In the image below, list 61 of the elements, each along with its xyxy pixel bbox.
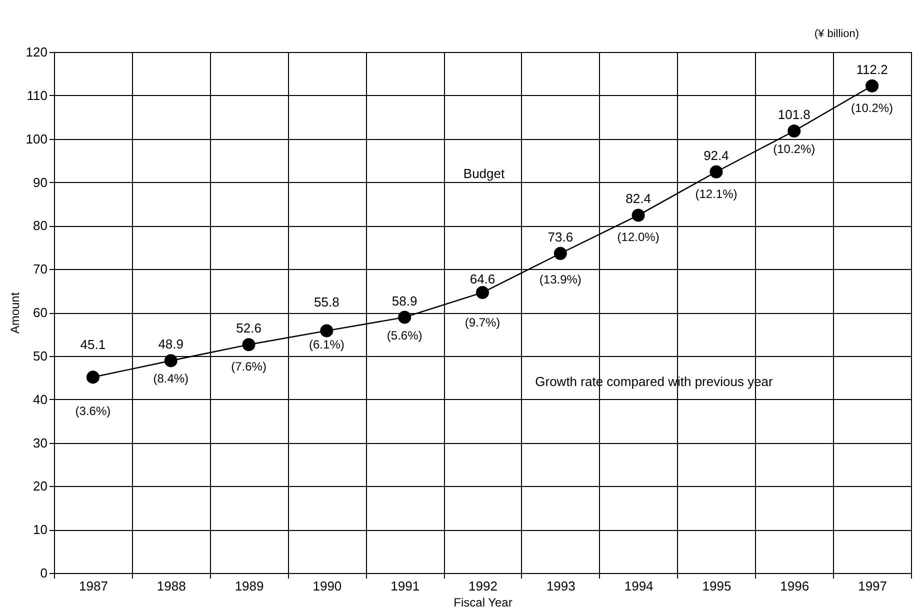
point (554, 246, 567, 260)
annotation: (10.2%) (851, 100, 894, 115)
y-tick-label: 100 (26, 131, 48, 146)
y-tick-label: 70 (33, 262, 48, 277)
annotation: (3.6%) (75, 404, 111, 418)
x-tick-label: 1995 (702, 578, 732, 594)
annotation: (12.0%) (617, 230, 660, 244)
x-tick-label: 1992 (468, 578, 498, 594)
data-label: 112.2 (856, 62, 888, 77)
y-tick-label: 40 (33, 392, 48, 407)
x-tick-label: 1991 (390, 578, 420, 594)
y-axis-title: Amount (8, 292, 22, 334)
y-tick-label: 90 (33, 174, 48, 190)
text: (¥ billion) (814, 28, 859, 40)
x-tick-label: 1994 (624, 578, 654, 594)
data-label: 48.9 (158, 336, 184, 352)
point (710, 165, 723, 178)
y-tick-label: 50 (33, 348, 48, 364)
data-label: 92.4 (704, 148, 729, 163)
x-tick-label: 1996 (780, 578, 810, 594)
y-tick-label: 110 (26, 88, 48, 103)
x-tick-label: 1997 (858, 578, 888, 594)
data-label: 82.4 (626, 191, 651, 206)
annotation: (13.9%) (539, 272, 582, 286)
annotation: (9.7%) (464, 316, 500, 330)
annotation: (5.6%) (386, 328, 422, 342)
point (632, 208, 645, 222)
x-tick-label: 1987 (78, 578, 108, 594)
data-label: 52.6 (236, 320, 262, 336)
point (86, 370, 100, 384)
annotation: (7.6%) (231, 360, 266, 374)
point (866, 79, 879, 92)
point (398, 310, 412, 324)
point (320, 324, 334, 338)
x-tick-label: 1993 (546, 578, 576, 594)
y-tick-label: 120 (26, 44, 48, 60)
x-tick-label: 1988 (156, 578, 186, 594)
data-label: 45.1 (80, 337, 106, 352)
point (788, 124, 801, 138)
annotation: (6.1%) (309, 338, 344, 352)
data-label: 64.6 (470, 272, 496, 287)
y-tick-label: 60 (33, 305, 48, 320)
point (164, 354, 178, 368)
y-tick-label: 10 (33, 522, 48, 538)
y-tick-label: 0 (40, 566, 48, 580)
x-tick-label: 1990 (312, 578, 342, 594)
data-label: 58.9 (392, 293, 418, 308)
annotation: (12.1%) (695, 186, 738, 201)
annotation: (8.4%) (153, 372, 189, 386)
x-axis-title: Fiscal Year (454, 596, 512, 610)
y-tick-label: 80 (33, 218, 48, 234)
x-tick-label: 1989 (234, 578, 264, 594)
data-label: 73.6 (548, 229, 574, 244)
data-label: 101.8 (778, 107, 810, 122)
y-tick-label: 30 (33, 435, 48, 450)
annotation: Budget (463, 166, 505, 181)
y-tick-label: 20 (33, 478, 48, 494)
annotation: (10.2%) (773, 142, 816, 156)
data-label: 55.8 (314, 294, 340, 310)
point (476, 286, 490, 300)
point (242, 338, 256, 352)
